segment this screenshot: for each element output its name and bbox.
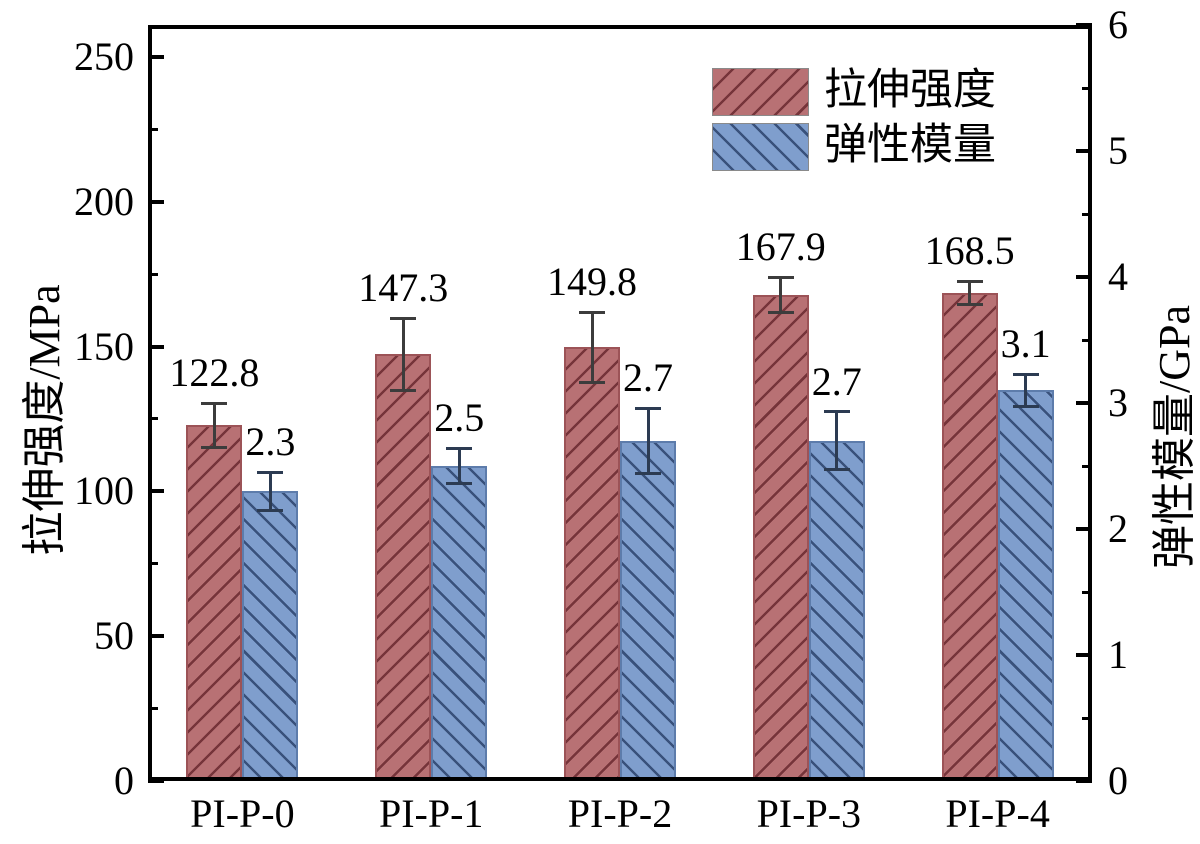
left-minor-tick bbox=[148, 562, 158, 566]
modulus-bar-2 bbox=[620, 440, 676, 781]
left-major-tick bbox=[148, 634, 164, 639]
tensile-value-label-2: 149.8 bbox=[547, 259, 637, 305]
modulus-error-cap-top-3 bbox=[823, 410, 850, 414]
left-major-tick bbox=[148, 344, 164, 349]
left-major-tick bbox=[148, 779, 164, 783]
tensile-error-cap-top-4 bbox=[956, 279, 983, 283]
legend-swatch-modulus bbox=[712, 123, 809, 171]
left-tick-label: 250 bbox=[74, 33, 134, 79]
modulus-bar-1 bbox=[431, 466, 488, 781]
right-tick-label: 1 bbox=[1108, 632, 1128, 677]
legend: 拉伸强度 弹性模量 bbox=[712, 67, 1012, 178]
right-major-tick bbox=[1076, 149, 1092, 153]
tensile-bar-3 bbox=[752, 294, 809, 781]
left-tick-label: 100 bbox=[74, 468, 134, 514]
modulus-error-cap-bottom-2 bbox=[635, 472, 661, 476]
left-major-tick bbox=[148, 54, 164, 59]
tensile-error-cap-bottom-1 bbox=[390, 388, 417, 392]
right-minor-tick bbox=[1082, 338, 1092, 342]
modulus-error-cap-bottom-3 bbox=[823, 468, 850, 472]
right-tick-label: 5 bbox=[1108, 128, 1128, 173]
tensile-error-bar-3 bbox=[779, 277, 783, 313]
tensile-value-label-4: 168.5 bbox=[924, 228, 1015, 274]
tensile-value-label-1: 147.3 bbox=[358, 265, 449, 311]
right-minor-tick bbox=[1082, 86, 1092, 90]
right-minor-tick bbox=[1082, 464, 1092, 468]
tensile-bar-1 bbox=[375, 354, 432, 781]
left-tick-label: 50 bbox=[94, 613, 134, 659]
right-major-tick bbox=[1076, 653, 1092, 657]
right-minor-tick bbox=[1082, 716, 1092, 720]
tensile-error-cap-bottom-4 bbox=[956, 303, 983, 307]
left-major-tick bbox=[148, 489, 164, 494]
x-tick-label-0: PI-P-0 bbox=[190, 791, 295, 836]
modulus-error-cap-bottom-0 bbox=[257, 508, 284, 512]
tensile-value-label-0: 122.8 bbox=[169, 350, 260, 396]
tensile-error-cap-top-0 bbox=[201, 401, 228, 405]
x-tick-label-3: PI-P-3 bbox=[756, 791, 862, 836]
right-major-tick bbox=[1076, 527, 1092, 531]
left-minor-tick bbox=[148, 127, 158, 131]
right-tick-label: 2 bbox=[1108, 506, 1128, 551]
x-tick-label-2: PI-P-2 bbox=[567, 791, 673, 836]
modulus-error-cap-top-0 bbox=[257, 470, 284, 474]
right-minor-tick bbox=[1082, 590, 1092, 594]
left-minor-tick bbox=[148, 707, 158, 711]
modulus-error-cap-bottom-4 bbox=[1012, 405, 1039, 409]
modulus-error-cap-top-1 bbox=[446, 446, 473, 450]
tensile-error-bar-4 bbox=[968, 281, 972, 305]
modulus-value-label-0: 2.3 bbox=[245, 419, 296, 465]
legend-label-modulus: 弹性模量 bbox=[824, 122, 996, 169]
right-major-tick bbox=[1076, 275, 1092, 279]
right-tick-label: 0 bbox=[1108, 758, 1128, 803]
modulus-error-bar-4 bbox=[1024, 374, 1028, 407]
tensile-bar-0 bbox=[186, 425, 243, 781]
left-tick-label: 0 bbox=[114, 758, 134, 803]
left-tick-label: 150 bbox=[74, 323, 134, 369]
right-major-tick bbox=[1076, 401, 1092, 405]
legend-swatch-tensile bbox=[712, 68, 809, 116]
tensile-error-cap-bottom-3 bbox=[767, 310, 794, 314]
right-tick-label: 4 bbox=[1108, 254, 1128, 299]
tensile-bar-4 bbox=[941, 292, 998, 781]
tensile-error-bar-2 bbox=[590, 312, 594, 383]
left-tick-label: 200 bbox=[74, 178, 134, 224]
right-major-tick bbox=[1076, 23, 1092, 27]
right-major-tick bbox=[1076, 779, 1092, 783]
modulus-value-label-2: 2.7 bbox=[623, 355, 673, 401]
right-tick-label: 3 bbox=[1108, 380, 1128, 425]
left-major-tick bbox=[148, 199, 164, 204]
modulus-bar-3 bbox=[808, 440, 865, 781]
tensile-value-label-3: 167.9 bbox=[735, 224, 826, 270]
tensile-error-cap-top-2 bbox=[579, 310, 605, 314]
tensile-error-cap-bottom-2 bbox=[579, 380, 605, 384]
modulus-bar-0 bbox=[242, 491, 299, 781]
tensile-error-cap-top-1 bbox=[390, 316, 417, 320]
modulus-error-bar-0 bbox=[268, 472, 272, 511]
x-tick-label-4: PI-P-4 bbox=[945, 791, 1050, 836]
modulus-bar-4 bbox=[997, 390, 1054, 781]
tensile-error-cap-top-3 bbox=[767, 275, 794, 279]
modulus-value-label-4: 3.1 bbox=[1000, 321, 1051, 367]
modulus-error-cap-top-4 bbox=[1012, 372, 1039, 376]
legend-label-tensile: 拉伸强度 bbox=[824, 67, 996, 114]
left-minor-tick bbox=[148, 272, 158, 276]
right-tick-label: 6 bbox=[1108, 2, 1128, 47]
tensile-error-cap-bottom-0 bbox=[201, 445, 228, 449]
x-tick-label-1: PI-P-1 bbox=[378, 791, 484, 836]
tensile-error-bar-0 bbox=[212, 403, 216, 448]
modulus-error-bar-1 bbox=[457, 448, 461, 484]
modulus-error-cap-bottom-1 bbox=[446, 482, 473, 486]
modulus-error-bar-3 bbox=[835, 411, 839, 470]
left-minor-tick bbox=[148, 417, 158, 421]
tensile-bar-2 bbox=[564, 347, 620, 781]
right-minor-tick bbox=[1082, 212, 1092, 216]
tensile-error-bar-1 bbox=[401, 318, 405, 391]
modulus-value-label-1: 2.5 bbox=[434, 395, 485, 441]
modulus-value-label-3: 2.7 bbox=[811, 358, 862, 404]
modulus-error-bar-2 bbox=[646, 408, 650, 474]
modulus-error-cap-top-2 bbox=[635, 406, 661, 410]
